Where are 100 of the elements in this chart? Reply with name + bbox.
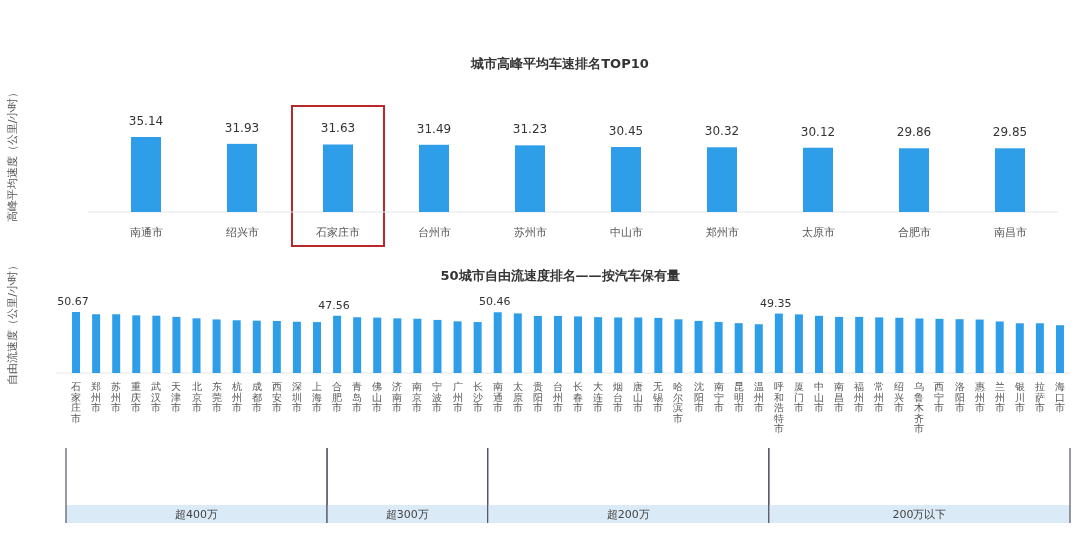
x-tick-label: 南通市 bbox=[129, 226, 163, 239]
x-tick-label: 成都市 bbox=[251, 381, 262, 413]
data-label: 35.14 bbox=[128, 114, 164, 128]
bar bbox=[935, 318, 944, 373]
x-tick-label: 福州市 bbox=[854, 381, 865, 413]
x-tick-label: 台州市 bbox=[417, 226, 451, 239]
data-label: 50.46 bbox=[478, 295, 511, 309]
bar bbox=[674, 319, 683, 373]
x-tick-label: 重庆市 bbox=[131, 381, 142, 413]
data-label: 30.12 bbox=[800, 124, 836, 139]
x-tick-label: 西安市 bbox=[271, 381, 282, 413]
bar bbox=[353, 317, 362, 373]
data-label: 31.63 bbox=[320, 121, 356, 136]
bar bbox=[419, 144, 449, 212]
x-tick-label: 宁波市 bbox=[432, 381, 443, 413]
x-tick-label: 青岛市 bbox=[352, 381, 363, 413]
x-tick-label: 济南市 bbox=[392, 381, 403, 413]
x-tick-label: 中山市 bbox=[609, 226, 643, 239]
bar bbox=[1035, 323, 1044, 373]
chart-title: 50城市自由流速度排名——按汽车保有量 bbox=[440, 268, 680, 283]
bar bbox=[855, 316, 864, 373]
bar bbox=[574, 316, 583, 373]
x-tick-label: 太原市 bbox=[512, 381, 523, 413]
bar bbox=[132, 315, 141, 373]
x-tick-label: 银川市 bbox=[1013, 381, 1025, 413]
data-label: 47.56 bbox=[318, 298, 350, 312]
bar bbox=[794, 314, 803, 373]
bar bbox=[975, 319, 984, 373]
bar bbox=[1015, 323, 1024, 373]
bar bbox=[995, 321, 1004, 373]
x-tick-label: 天津市 bbox=[171, 381, 182, 413]
x-tick-label: 台州市 bbox=[552, 381, 563, 413]
bar bbox=[192, 318, 201, 373]
bar bbox=[899, 148, 929, 212]
x-tick-label: 南宁市 bbox=[713, 381, 724, 413]
text: 200万以下 bbox=[892, 508, 947, 521]
bar bbox=[252, 320, 261, 373]
x-tick-label: 温州市 bbox=[753, 381, 764, 413]
bar bbox=[453, 321, 462, 373]
x-tick-label: 长沙市 bbox=[472, 381, 483, 413]
bar bbox=[172, 316, 181, 373]
x-tick-label: 合肥市 bbox=[332, 381, 343, 413]
bar bbox=[707, 147, 737, 212]
x-tick-label: 西宁市 bbox=[934, 381, 945, 413]
bar bbox=[694, 320, 703, 373]
bar bbox=[634, 317, 643, 373]
x-tick-label: 武汉市 bbox=[151, 381, 162, 413]
bar bbox=[393, 318, 402, 373]
x-tick-label: 上海市 bbox=[312, 381, 322, 413]
bar bbox=[533, 315, 542, 373]
text: 超400万 bbox=[175, 508, 219, 521]
bar bbox=[815, 315, 823, 373]
x-tick-label: 乌鲁木齐市 bbox=[914, 381, 925, 434]
bar bbox=[513, 313, 522, 373]
data-label: 49.35 bbox=[760, 296, 792, 310]
bar bbox=[1055, 325, 1064, 373]
x-tick-label: 东莞市 bbox=[211, 381, 222, 413]
y-axis-title: 自由流速度（公里/小时） bbox=[6, 260, 19, 385]
x-tick-label: 佛山市 bbox=[372, 381, 383, 413]
bar bbox=[515, 145, 545, 212]
x-tick-label: 太原市 bbox=[801, 226, 835, 239]
bar bbox=[272, 320, 281, 373]
bar bbox=[413, 318, 422, 373]
data-label: 29.85 bbox=[992, 125, 1028, 140]
x-tick-label: 石家庄市 bbox=[316, 226, 360, 239]
bar bbox=[995, 148, 1025, 212]
x-tick-label: 郑州市 bbox=[91, 381, 102, 413]
bar bbox=[313, 322, 321, 373]
bar bbox=[92, 314, 101, 373]
x-tick-label: 惠州市 bbox=[973, 381, 985, 413]
bar bbox=[915, 318, 924, 373]
bar bbox=[473, 322, 482, 373]
x-tick-label: 呼和浩特市 bbox=[773, 381, 784, 434]
x-tick-label: 兰州市 bbox=[994, 381, 1005, 413]
bar bbox=[373, 317, 382, 373]
bar bbox=[955, 319, 964, 373]
data-label: 31.49 bbox=[416, 121, 452, 136]
x-tick-label: 哈尔滨市 bbox=[673, 381, 684, 424]
bar bbox=[292, 321, 301, 373]
bar bbox=[112, 314, 121, 373]
x-tick-label: 沈阳市 bbox=[693, 381, 704, 413]
x-tick-label: 烟台市 bbox=[613, 381, 624, 413]
bar bbox=[232, 320, 241, 373]
x-tick-label: 苏州市 bbox=[513, 226, 547, 239]
x-tick-label: 常州市 bbox=[874, 381, 885, 413]
x-tick-label: 拉萨市 bbox=[1034, 381, 1045, 413]
x-tick-label: 杭州市 bbox=[230, 381, 242, 413]
x-tick-label: 绍兴市 bbox=[225, 226, 259, 239]
x-tick-label: 洛阳市 bbox=[954, 381, 965, 413]
data-label: 30.45 bbox=[608, 124, 644, 139]
bar bbox=[212, 319, 221, 373]
x-tick-label: 南通市 bbox=[492, 381, 503, 413]
x-tick-label: 长春市 bbox=[573, 381, 584, 413]
bar bbox=[875, 317, 884, 373]
x-tick-label: 深圳市 bbox=[290, 381, 302, 413]
x-tick-label: 中山市 bbox=[814, 381, 824, 413]
data-label: 31.23 bbox=[512, 122, 548, 137]
bar bbox=[131, 137, 161, 212]
data-label: 29.86 bbox=[896, 125, 932, 140]
x-tick-label: 石家庄市 bbox=[71, 381, 82, 424]
